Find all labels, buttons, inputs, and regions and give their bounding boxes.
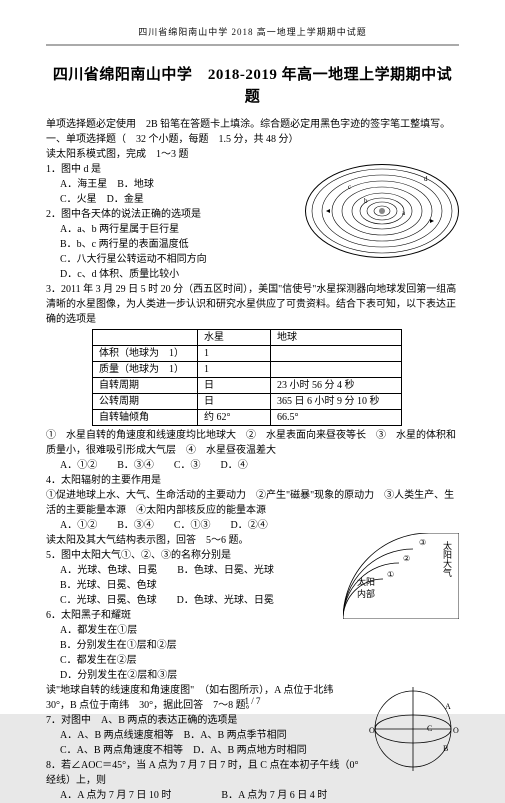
svg-text:太阳大气: 太阳大气 (442, 539, 452, 576)
svg-text:O: O (453, 726, 459, 735)
svg-text:①: ① (387, 570, 394, 579)
document-title: 四川省绵阳南山中学 2018-2019 年高一地理上学期期中试题 (46, 64, 459, 109)
svg-text:③: ③ (419, 538, 426, 547)
svg-text:②: ② (403, 554, 410, 563)
svg-text:c: c (348, 183, 351, 191)
svg-text:内部: 内部 (357, 588, 375, 599)
svg-text:C: C (427, 724, 432, 733)
sun-layers-figure: ③②① 太阳大气太阳内部 (343, 533, 459, 619)
svg-text:太阳: 太阳 (357, 576, 375, 587)
page-number: 1 / 7 (0, 695, 505, 709)
svg-text:O': O' (369, 726, 377, 735)
svg-text:d: d (424, 175, 428, 183)
mercury-earth-table: 水星地球 体积（地球为 1）1 质量（地球为 1）1 自转周期日23 小时 56… (92, 329, 402, 426)
running-header: 四川省绵阳南山中学 2018 高一地理上学期期中试题 (46, 26, 459, 46)
solar-system-figure: d c b a (305, 164, 459, 258)
svg-text:B: B (443, 744, 448, 753)
svg-text:a: a (402, 209, 406, 217)
svg-text:b: b (364, 197, 368, 205)
